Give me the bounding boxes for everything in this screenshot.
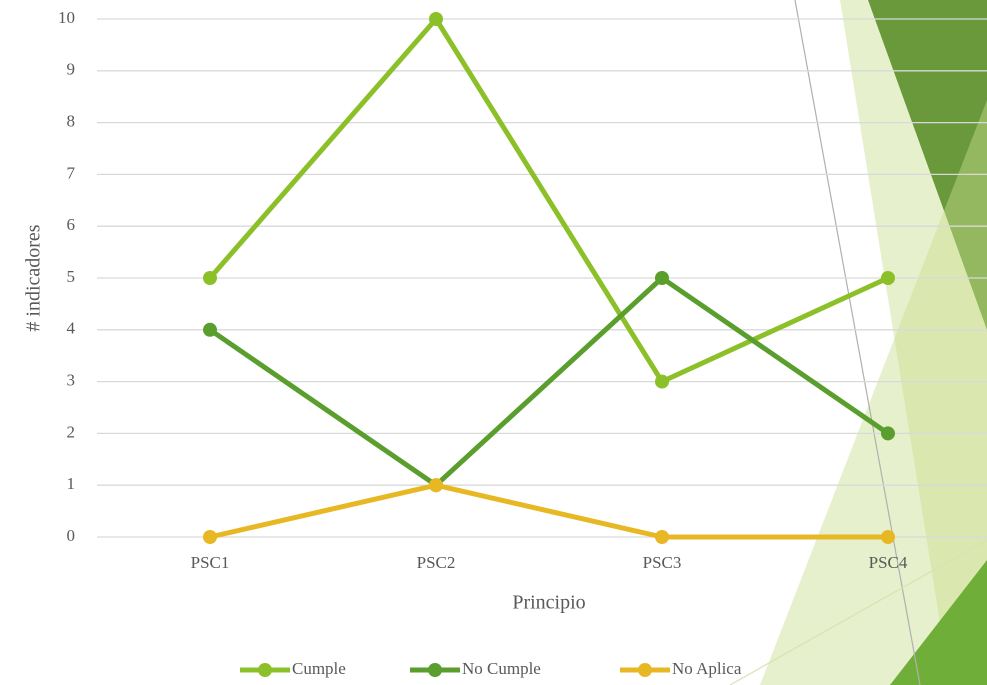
data-point — [881, 271, 895, 285]
data-point — [881, 426, 895, 440]
legend-label: No Aplica — [672, 659, 742, 678]
y-tick-label: 9 — [67, 60, 76, 79]
y-tick-label: 7 — [67, 163, 76, 182]
data-point — [429, 12, 443, 26]
y-tick-label: 8 — [67, 112, 76, 131]
x-axis-title: Principio — [512, 592, 585, 614]
x-tick-label: PSC2 — [417, 553, 456, 572]
x-tick-label: PSC4 — [869, 553, 908, 572]
y-tick-label: 10 — [58, 8, 75, 27]
y-tick-label: 6 — [67, 215, 76, 234]
legend-marker — [638, 663, 652, 677]
legend-label: No Cumple — [462, 659, 541, 678]
x-tick-label: PSC1 — [191, 553, 230, 572]
chart: 0 1 2 3 4 5 6 7 8 9 10 PSC1 PSC2 PSC3 PSC4 Cumple No Cum… — [0, 0, 987, 685]
data-point — [203, 271, 217, 285]
y-tick-label: 5 — [67, 267, 76, 286]
page: {"chart_data": {"type": "line", "x_label… — [0, 0, 987, 685]
slide-decoration — [730, 0, 987, 685]
y-axis-title: # indicadores — [23, 224, 45, 331]
legend-marker — [428, 663, 442, 677]
series-line — [210, 19, 888, 382]
y-tick-label: 0 — [67, 526, 76, 545]
y-tick-label: 3 — [67, 371, 76, 390]
legend-marker — [258, 663, 272, 677]
data-point — [655, 530, 669, 544]
legend-label: Cumple — [292, 659, 346, 678]
data-point — [655, 375, 669, 389]
data-point — [203, 530, 217, 544]
y-tick-label: 1 — [67, 474, 76, 493]
data-point — [429, 478, 443, 492]
data-point — [203, 323, 217, 337]
data-point — [881, 530, 895, 544]
x-tick-label: PSC3 — [643, 553, 682, 572]
y-tick-label: 2 — [67, 422, 76, 441]
data-point — [655, 271, 669, 285]
series-line — [210, 485, 888, 537]
y-tick-label: 4 — [67, 319, 76, 338]
